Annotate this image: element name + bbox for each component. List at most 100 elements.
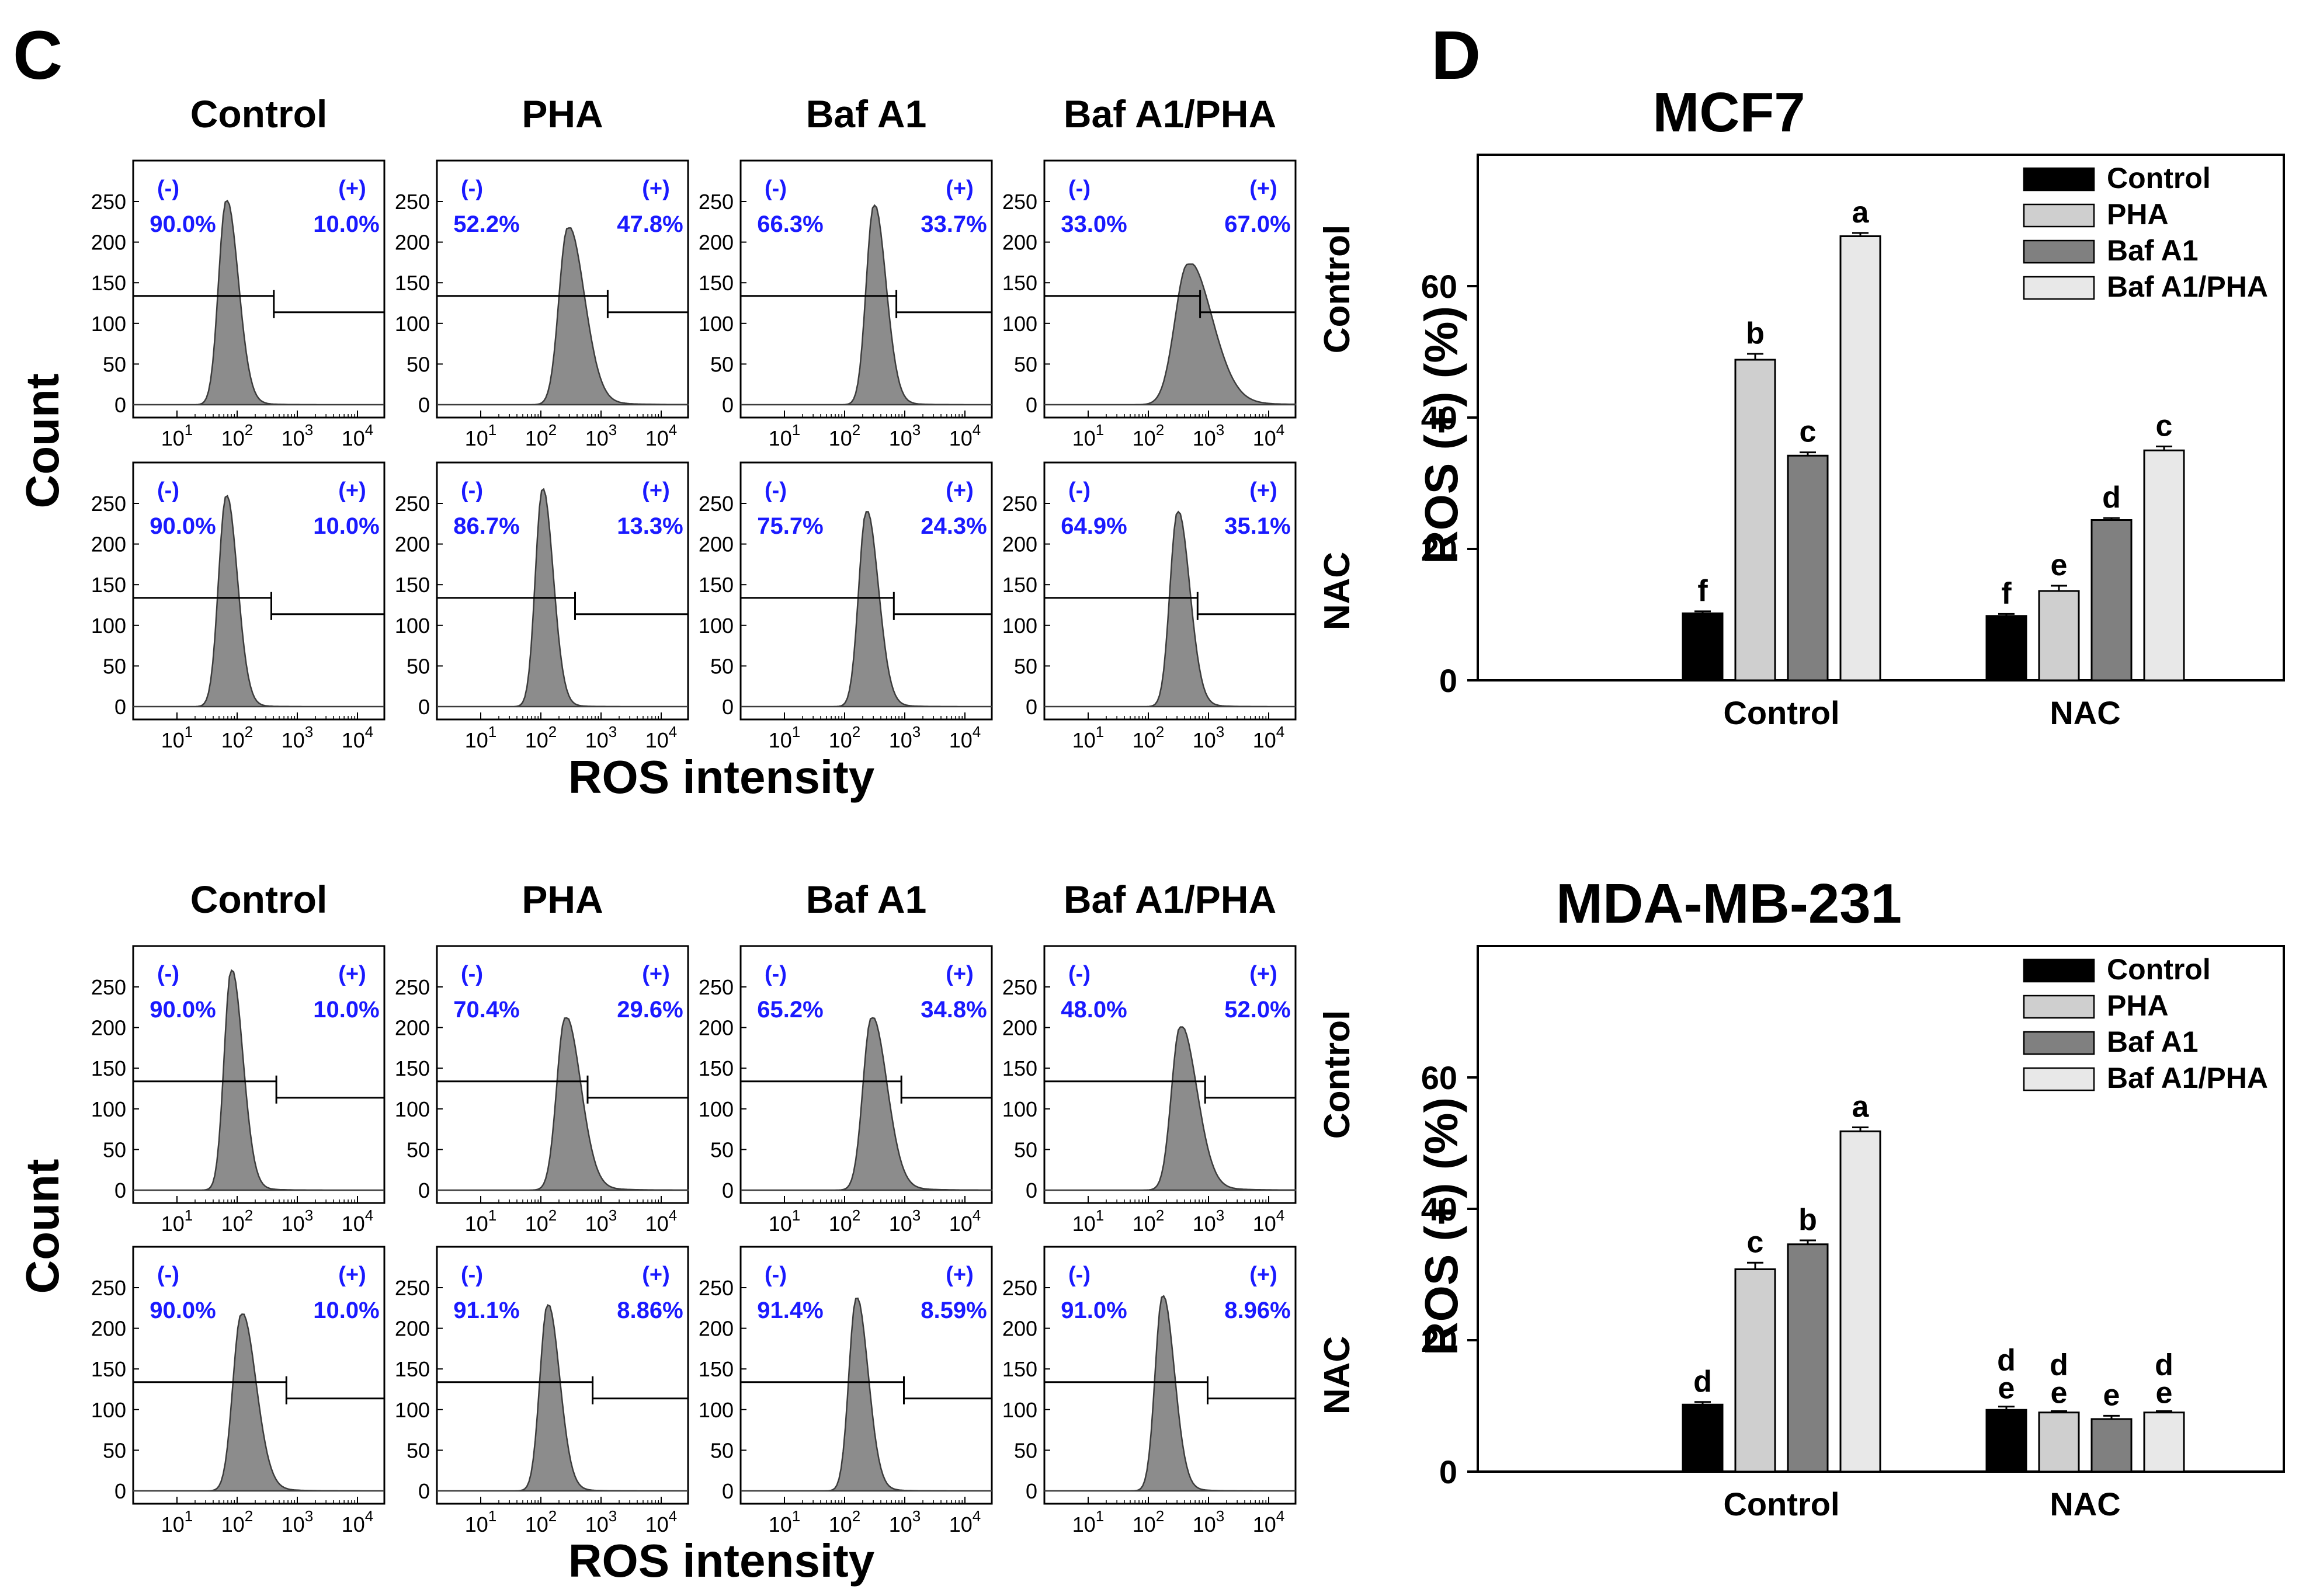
histogram-x-tick-label: 104: [342, 723, 374, 752]
gate-positive-label: (+): [946, 176, 974, 201]
positive-percent: 52.0%: [1224, 997, 1290, 1023]
histogram-x-tick-label: 103: [1193, 421, 1225, 450]
histogram-y-tick-label: 0: [1026, 695, 1037, 719]
histogram-frame: [132, 159, 386, 419]
positive-percent: 10.0%: [313, 211, 379, 237]
gate-positive-label: (+): [946, 962, 974, 986]
histogram-x-tick-label: 101: [769, 1206, 801, 1236]
histogram-y-tick-label: 150: [395, 573, 430, 597]
histogram-frame: [436, 1246, 689, 1505]
histogram-y-tick-label: 150: [1002, 1357, 1037, 1381]
histogram-y-tick-label: 150: [395, 1357, 430, 1381]
histogram-panel: 0 50 100 150 200 250 101 102 103 104 (-) (+) 70.4% 29…: [395, 945, 689, 1236]
histogram-y-tick-label: 0: [1026, 393, 1037, 417]
negative-percent: 90.0%: [150, 997, 216, 1023]
bar-chart-title: MDA-MB-231: [1556, 872, 1902, 935]
histogram-y-tick-label: 200: [699, 1016, 734, 1040]
bar-x-category-label: NAC: [2050, 1486, 2120, 1522]
histogram-col-header: Baf A1/PHA: [1064, 878, 1276, 921]
histogram-y-tick-label: 50: [1014, 654, 1037, 678]
histogram-y-tick-label: 0: [722, 1479, 734, 1503]
histogram-y-tick-label: 100: [699, 1097, 734, 1121]
histogram-x-tick-label: 104: [949, 1206, 981, 1236]
histogram-y-tick-label: 150: [699, 1056, 734, 1080]
histogram-x-tick-label: 104: [1253, 1206, 1285, 1236]
histogram-panel: 0 50 100 150 200 250 101 102 103 104 (-) (+) 52.2% 47…: [395, 159, 689, 450]
histogram-frame: [436, 461, 689, 721]
histogram-x-tick-label: 104: [1253, 723, 1285, 752]
histogram-frame: [132, 461, 386, 721]
bar-x-category-label: Control: [1723, 694, 1839, 731]
bar-y-tick-label: 20: [1421, 531, 1457, 568]
significance-letter: c: [1800, 415, 1817, 449]
bar: [1682, 612, 1724, 681]
histogram-y-tick-label: 200: [91, 533, 126, 557]
histogram-y-tick-label: 150: [91, 271, 126, 295]
legend-entry: Baf A1/PHA: [2107, 270, 2268, 303]
histogram-y-tick-label: 250: [91, 492, 126, 516]
significance-letter: e: [2051, 1376, 2068, 1410]
histogram-y-tick-label: 50: [407, 1138, 430, 1162]
legend-entry: PHA: [2107, 989, 2169, 1022]
histogram-x-tick-label: 104: [645, 723, 678, 752]
histogram-x-tick-label: 102: [829, 421, 861, 450]
histogram-curve: [741, 510, 992, 708]
significance-letter: e: [2103, 1378, 2120, 1412]
histogram-y-tick-label: 200: [699, 1317, 734, 1341]
histogram-x-tick-label: 104: [949, 723, 981, 752]
histogram-x-tick-label: 103: [1193, 1206, 1225, 1236]
bar-y-axis-label: ROS (+) (%): [1415, 1097, 1467, 1355]
bar: [1734, 359, 1776, 681]
bar: [2038, 590, 2080, 681]
significance-letter: d: [2050, 1348, 2068, 1382]
significance-letter: d: [2102, 481, 2121, 514]
histogram-y-tick-label: 200: [395, 1317, 430, 1341]
histogram-x-tick-label: 104: [949, 1507, 981, 1536]
gate-positive-label: (+): [338, 176, 366, 201]
histogram-y-tick-label: 150: [395, 1056, 430, 1080]
histogram-y-tick-label: 200: [395, 231, 430, 255]
histogram-x-tick-label: 101: [465, 1206, 497, 1236]
histogram-y-tick-label: 250: [395, 1276, 430, 1300]
positive-percent: 29.6%: [617, 997, 683, 1023]
histogram-x-tick-label: 102: [221, 1206, 253, 1236]
histogram-row-label: NAC: [1317, 552, 1357, 630]
histogram-y-tick-label: 150: [91, 1357, 126, 1381]
histogram-y-tick-label: 150: [1002, 271, 1037, 295]
histogram-y-tick-label: 250: [699, 1276, 734, 1300]
histogram-x-tick-label: 104: [645, 1507, 678, 1536]
legend-entry: Baf A1/PHA: [2107, 1062, 2268, 1094]
negative-percent: 75.7%: [757, 513, 823, 539]
significance-letter: e: [2051, 548, 2068, 582]
histogram-x-tick-label: 103: [282, 723, 314, 752]
histogram-x-tick-label: 102: [829, 1206, 861, 1236]
gate-negative-label: (-): [765, 1263, 787, 1287]
bar: [2090, 1418, 2133, 1473]
histogram-y-tick-label: 0: [114, 695, 126, 719]
histogram-x-tick-label: 103: [282, 1507, 314, 1536]
histogram-y-tick-label: 0: [722, 393, 734, 417]
histogram-y-tick-label: 200: [91, 1317, 126, 1341]
histogram-y-tick-label: 150: [699, 271, 734, 295]
significance-letter: f: [2001, 576, 2012, 610]
negative-percent: 52.2%: [453, 211, 519, 237]
bar: [1839, 1130, 1881, 1473]
histogram-x-tick-label: 101: [769, 421, 801, 450]
histogram-x-tick-label: 103: [889, 1507, 921, 1536]
histogram-x-tick-label: 103: [585, 1507, 617, 1536]
bar: [1985, 615, 2027, 681]
histogram-y-tick-label: 150: [699, 1357, 734, 1381]
histogram-curve: [437, 1017, 689, 1191]
positive-percent: 10.0%: [313, 1298, 379, 1323]
histogram-y-tick-label: 100: [395, 1097, 430, 1121]
histogram-x-tick-label: 101: [465, 723, 497, 752]
negative-percent: 33.0%: [1061, 211, 1127, 237]
histogram-panel: 0 50 100 150 200 250 101 102 103 104 (-) (+) 91.4% 8.…: [699, 1246, 993, 1536]
legend-swatch: [2023, 1067, 2095, 1091]
histogram-y-tick-label: 50: [407, 654, 430, 678]
negative-percent: 64.9%: [1061, 513, 1127, 539]
histogram-y-tick-label: 200: [1002, 1016, 1037, 1040]
histogram-frame: [1043, 1246, 1297, 1505]
